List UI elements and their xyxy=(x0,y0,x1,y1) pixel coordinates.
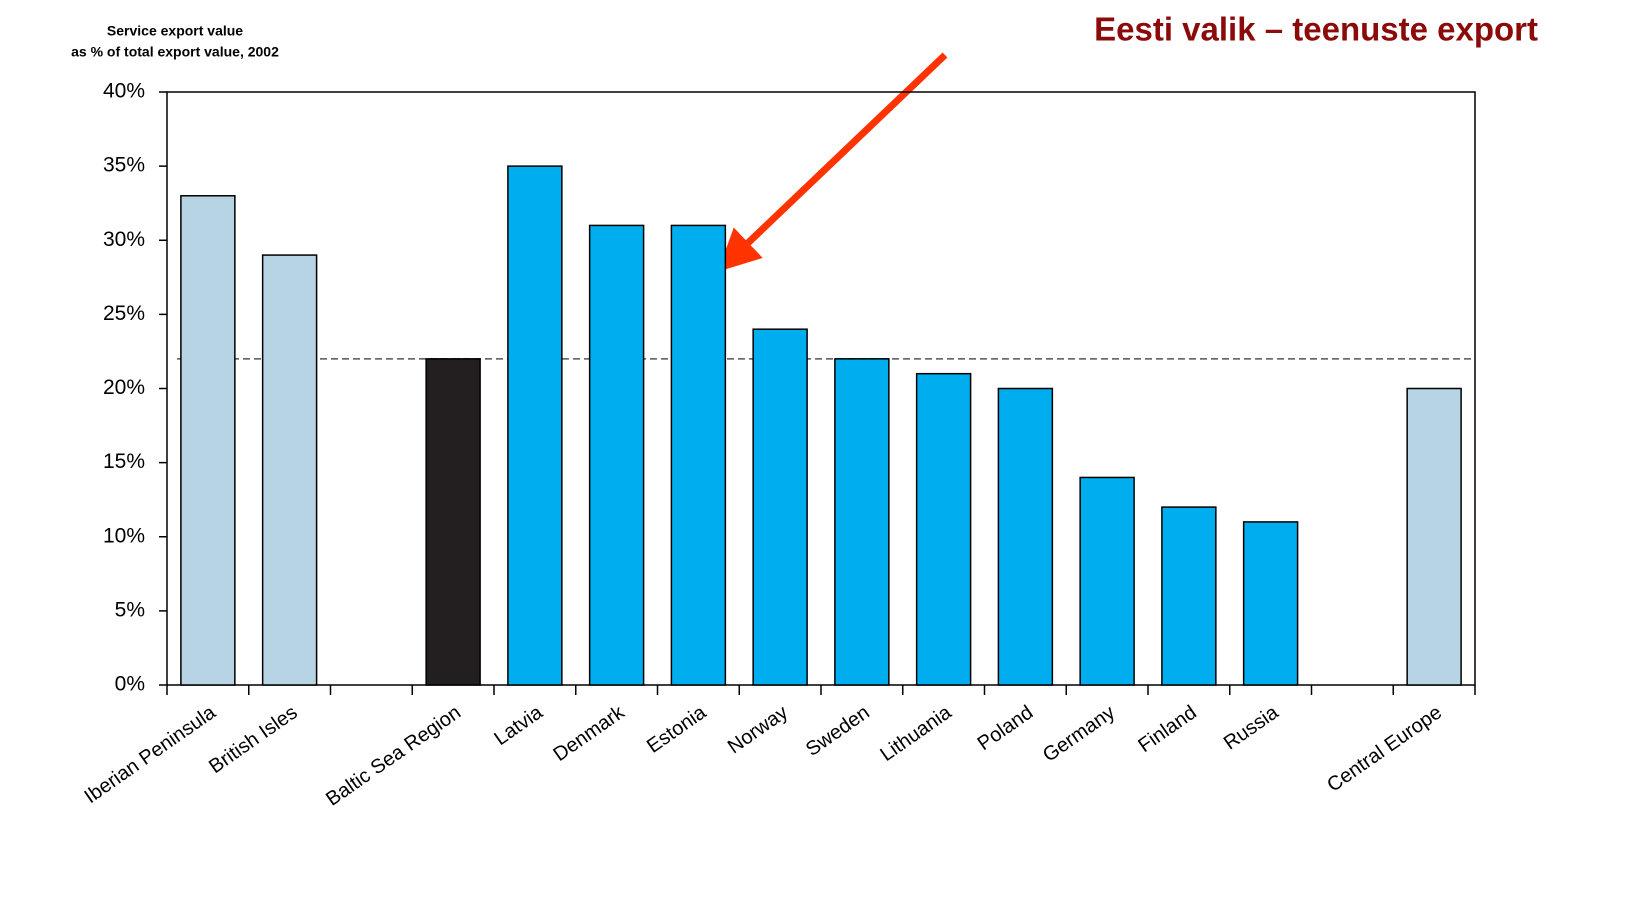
x-tick-label: Denmark xyxy=(549,701,629,766)
x-tick-label: Baltic Sea Region xyxy=(322,701,465,810)
bar xyxy=(180,195,236,686)
x-tick-label: Latvia xyxy=(490,701,547,750)
y-tick-label: 40% xyxy=(103,80,145,103)
bar xyxy=(588,224,645,686)
bar xyxy=(997,387,1054,686)
bar xyxy=(1161,506,1217,686)
x-tick-label: Central Europe xyxy=(1323,701,1446,796)
x-tick-label: Iberian Peninsula xyxy=(81,701,221,808)
x-tick-label: British Isles xyxy=(205,701,301,778)
bar xyxy=(1079,476,1135,686)
x-tick-label: Norway xyxy=(724,701,792,758)
bar xyxy=(507,165,563,686)
y-tick-label: 35% xyxy=(103,154,145,177)
bar xyxy=(834,358,890,686)
x-tick-label: Poland xyxy=(974,701,1038,755)
y-tick-label: 30% xyxy=(103,228,145,251)
x-tick-label: Germany xyxy=(1039,701,1119,766)
y-axis-label: Service export value xyxy=(107,23,243,39)
bar xyxy=(915,372,972,686)
bar xyxy=(1242,521,1299,686)
x-tick-label: Russia xyxy=(1220,701,1283,755)
annotation: Eesti valik – teenuste export xyxy=(1094,11,1538,48)
y-tick-label: 0% xyxy=(115,673,145,696)
y-tick-label: 20% xyxy=(103,376,145,399)
y-tick-label: 15% xyxy=(103,450,145,473)
y-tick-label: 25% xyxy=(103,302,145,325)
x-tick-label: Finland xyxy=(1134,701,1200,757)
bar xyxy=(425,358,481,686)
x-tick-label: Lithuania xyxy=(876,701,956,766)
y-axis-label: as % of total export value, 2002 xyxy=(71,44,279,60)
y-tick-label: 10% xyxy=(103,524,145,547)
bar xyxy=(1406,387,1462,686)
bar xyxy=(670,224,727,686)
arrow xyxy=(717,52,948,272)
y-tick-label: 5% xyxy=(115,598,145,621)
bar xyxy=(752,328,808,686)
x-tick-label: Sweden xyxy=(802,701,874,760)
bar xyxy=(261,254,318,686)
x-tick-label: Estonia xyxy=(643,701,711,758)
